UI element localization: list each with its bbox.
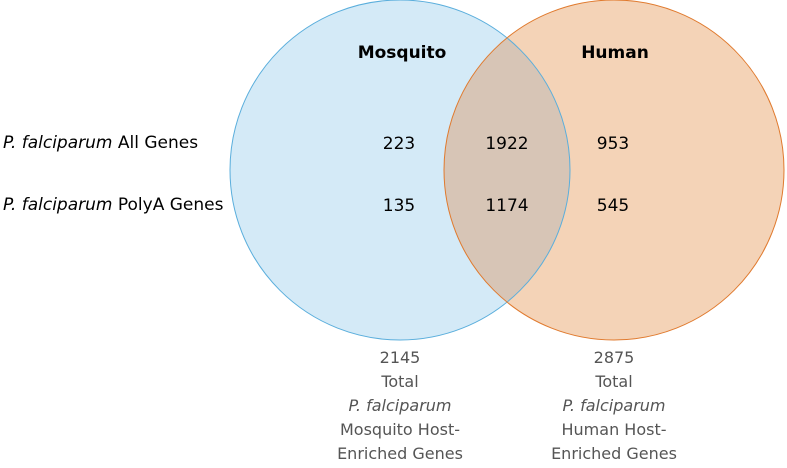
mosquito-circle-outline (229, 0, 571, 341)
mosquito-footer: 2145 Total P. falciparum Mosquito Host- … (310, 346, 490, 466)
overlap-polya-count: 1174 (485, 196, 529, 216)
human-only-polya-count: 545 (596, 196, 630, 216)
human-only-all-count: 953 (596, 134, 630, 154)
human-footer-line1: Human Host- (561, 420, 667, 439)
row-label-text: All Genes (117, 133, 199, 153)
mosquito-total-label: Total (381, 372, 419, 391)
human-footer: 2875 Total P. falciparum Human Host- Enr… (524, 346, 704, 466)
human-footer-species: P. falciparum (562, 396, 666, 415)
species-name: P. falciparum (3, 195, 113, 215)
mosquito-footer-line2: Enriched Genes (337, 444, 463, 463)
row-label-all-genes: P. falciparum All Genes (3, 133, 198, 153)
row-label-polya-genes: P. falciparum PolyA Genes (3, 195, 223, 215)
human-total-label: Total (595, 372, 633, 391)
mosquito-only-polya-count: 135 (382, 196, 416, 216)
mosquito-only-all-count: 223 (382, 134, 416, 154)
mosquito-set-title: Mosquito (357, 43, 447, 63)
human-total-count: 2875 (593, 348, 635, 367)
row-label-text: PolyA Genes (117, 195, 224, 215)
mosquito-total-count: 2145 (379, 348, 421, 367)
human-set-title: Human (581, 43, 649, 63)
overlap-region (444, 0, 570, 340)
mosquito-footer-species: P. falciparum (348, 396, 452, 415)
human-footer-line2: Enriched Genes (551, 444, 677, 463)
human-circle-outline (443, 0, 785, 341)
overlap-all-count: 1922 (485, 134, 529, 154)
species-name: P. falciparum (3, 133, 113, 153)
mosquito-footer-line1: Mosquito Host- (339, 420, 461, 439)
